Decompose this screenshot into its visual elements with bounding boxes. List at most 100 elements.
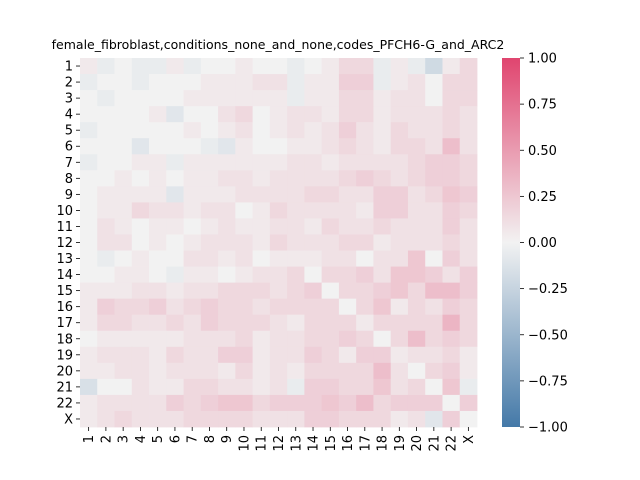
heatmap-cell-19-9 xyxy=(218,346,236,364)
heatmap-cell-13-19 xyxy=(390,250,409,267)
heatmap-cell-8-3 xyxy=(114,170,133,187)
heatmap-cell-4-21 xyxy=(425,106,443,123)
heatmap-cell-8-16 xyxy=(338,170,357,187)
heatmap-cell-21-17 xyxy=(356,378,374,396)
heatmap-cell-11-15 xyxy=(321,218,340,235)
heatmap-cell-3-18 xyxy=(373,90,392,107)
heatmap-cell-2-15 xyxy=(321,74,340,91)
heatmap-cell-20-21 xyxy=(425,362,443,380)
heatmap-cell-18-9 xyxy=(218,330,236,348)
x-tick-label: 21 xyxy=(427,435,442,452)
heatmap-cell-7-4 xyxy=(131,154,150,171)
heatmap-cell-X-14 xyxy=(304,410,323,428)
heatmap-cell-13-7 xyxy=(183,250,202,267)
heatmap-cell-19-X xyxy=(459,346,478,364)
heatmap-cell-6-14 xyxy=(304,138,323,155)
heatmap-cell-1-10 xyxy=(235,58,254,75)
heatmap-cell-18-3 xyxy=(114,330,133,348)
x-tick-label: 14 xyxy=(307,435,322,452)
heatmap-cell-22-17 xyxy=(356,394,374,412)
heatmap-cell-2-22 xyxy=(442,74,461,91)
heatmap-cell-5-16 xyxy=(338,122,357,139)
heatmap-cell-16-8 xyxy=(200,298,219,316)
heatmap-cell-8-21 xyxy=(425,170,443,187)
y-tick-label: 1 xyxy=(65,60,73,75)
heatmap-cell-9-19 xyxy=(390,186,409,203)
heatmap-cell-4-X xyxy=(459,106,478,123)
heatmap-cell-X-18 xyxy=(373,410,392,428)
heatmap-cell-4-20 xyxy=(407,106,426,123)
heatmap-cell-11-7 xyxy=(183,218,202,235)
heatmap-cell-10-5 xyxy=(149,202,167,219)
heatmap-cell-7-5 xyxy=(149,154,167,171)
heatmap-cell-13-1 xyxy=(80,250,98,267)
heatmap-cell-2-10 xyxy=(235,74,254,91)
heatmap-cell-16-1 xyxy=(80,298,98,316)
heatmap-cell-5-3 xyxy=(114,122,133,139)
colorbar-tick-label: −0.75 xyxy=(528,374,568,389)
y-tick-label: 15 xyxy=(56,284,73,299)
heatmap-cell-6-9 xyxy=(218,138,236,155)
heatmap-cell-8-13 xyxy=(287,170,305,187)
heatmap-cell-5-9 xyxy=(218,122,236,139)
heatmap-cell-17-5 xyxy=(149,314,167,332)
heatmap-cell-14-4 xyxy=(131,266,150,284)
heatmap-cell-4-2 xyxy=(97,106,115,123)
heatmap-cell-17-22 xyxy=(442,314,461,332)
heatmap-cell-22-9 xyxy=(218,394,236,412)
heatmap-cell-18-17 xyxy=(356,330,374,348)
heatmap-cell-1-21 xyxy=(425,58,443,75)
heatmap-cell-14-X xyxy=(459,266,478,284)
heatmap-cell-15-7 xyxy=(183,282,202,300)
heatmap-cell-12-11 xyxy=(252,234,271,251)
heatmap-cell-3-7 xyxy=(183,90,202,107)
heatmap-cell-20-15 xyxy=(321,362,340,380)
heatmap-cell-20-14 xyxy=(304,362,323,380)
heatmap-cell-19-21 xyxy=(425,346,443,364)
heatmap-cell-14-10 xyxy=(235,266,254,284)
heatmap-cell-17-2 xyxy=(97,314,115,332)
heatmap-cell-12-14 xyxy=(304,234,323,251)
heatmap-cell-1-8 xyxy=(200,58,219,75)
heatmap-cell-7-12 xyxy=(269,154,288,171)
heatmap-cell-16-15 xyxy=(321,298,340,316)
heatmap-cell-22-X xyxy=(459,394,478,412)
y-tick-label: 18 xyxy=(56,332,73,347)
heatmap-cell-1-5 xyxy=(149,58,167,75)
heatmap-cell-19-15 xyxy=(321,346,340,364)
heatmap-cell-11-9 xyxy=(218,218,236,235)
heatmap-cell-13-4 xyxy=(131,250,150,267)
heatmap-cell-22-3 xyxy=(114,394,133,412)
heatmap-cell-X-8 xyxy=(200,410,219,428)
heatmap-cell-16-12 xyxy=(269,298,288,316)
heatmap-cell-16-5 xyxy=(149,298,167,316)
colorbar-tick-label: −0.25 xyxy=(528,282,568,297)
heatmap-cell-9-18 xyxy=(373,186,392,203)
heatmap-cell-11-13 xyxy=(287,218,305,235)
heatmap-cell-7-9 xyxy=(218,154,236,171)
heatmap-cell-17-7 xyxy=(183,314,202,332)
y-tick-label: 8 xyxy=(65,172,73,187)
heatmap-cell-22-21 xyxy=(425,394,443,412)
heatmap-cell-11-17 xyxy=(356,218,374,235)
heatmap-cell-5-15 xyxy=(321,122,340,139)
heatmap-cell-13-2 xyxy=(97,250,115,267)
heatmap-cell-20-8 xyxy=(200,362,219,380)
heatmap-cell-14-7 xyxy=(183,266,202,284)
heatmap-cell-2-20 xyxy=(407,74,426,91)
heatmap-cell-3-3 xyxy=(114,90,133,107)
heatmap-cell-8-11 xyxy=(252,170,271,187)
heatmap-cell-10-8 xyxy=(200,202,219,219)
heatmap-cell-19-5 xyxy=(149,346,167,364)
heatmap-cell-9-17 xyxy=(356,186,374,203)
heatmap-cell-14-9 xyxy=(218,266,236,284)
heatmap-cell-7-22 xyxy=(442,154,461,171)
heatmap-cell-22-12 xyxy=(269,394,288,412)
x-tick-label: 19 xyxy=(393,435,408,452)
heatmap-cell-X-5 xyxy=(149,410,167,428)
heatmap-cell-8-2 xyxy=(97,170,115,187)
heatmap-cell-10-10 xyxy=(235,202,254,219)
heatmap-cell-3-21 xyxy=(425,90,443,107)
heatmap-cell-X-3 xyxy=(114,410,133,428)
x-tick-label: 17 xyxy=(358,435,373,452)
